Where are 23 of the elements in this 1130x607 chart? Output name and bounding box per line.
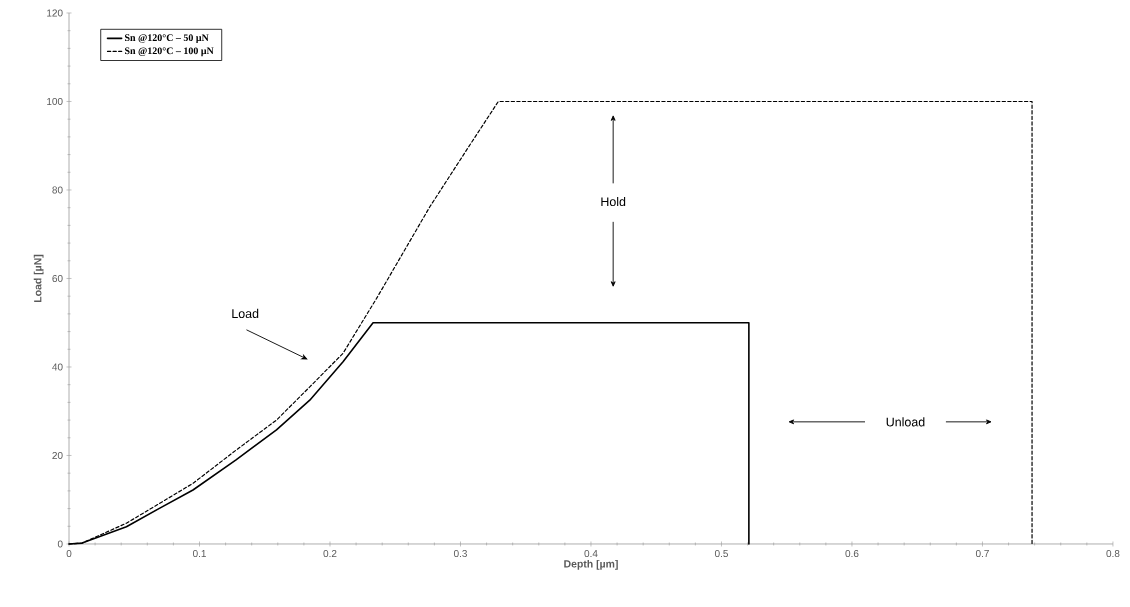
y-axis-title: Load [µN]	[33, 254, 44, 302]
y-tick-label: 20	[52, 451, 63, 460]
y-tick-label: 0	[57, 540, 63, 548]
x-tick-label: 0	[66, 550, 72, 558]
y-tick-label: 80	[52, 186, 63, 194]
x-tick-label: 0.3	[453, 550, 467, 558]
annotation: Hold	[601, 196, 626, 207]
x-axis-title: Depth [µm]	[564, 559, 618, 570]
x-tick-label: 0.1	[192, 550, 206, 558]
legend-label: Sn @120°C – 50 µN	[124, 34, 209, 44]
x-tick-label: 0.6	[845, 550, 859, 558]
legend-label: Sn @120°C – 100 µN	[124, 47, 214, 57]
x-tick-label: 0.7	[975, 550, 989, 558]
x-tick-label: 0.2	[323, 550, 337, 558]
annotation: Unload	[886, 417, 925, 427]
y-tick-label: 60	[52, 274, 63, 283]
y-tick-label: 120	[47, 9, 63, 17]
annotation: Load	[232, 308, 259, 319]
x-tick-label: 0.5	[714, 550, 728, 558]
y-tick-label: 100	[47, 97, 63, 106]
x-tick-label: 0.8	[1106, 550, 1120, 558]
y-tick-label: 40	[52, 363, 63, 371]
x-tick-label: 0.4	[584, 550, 598, 558]
